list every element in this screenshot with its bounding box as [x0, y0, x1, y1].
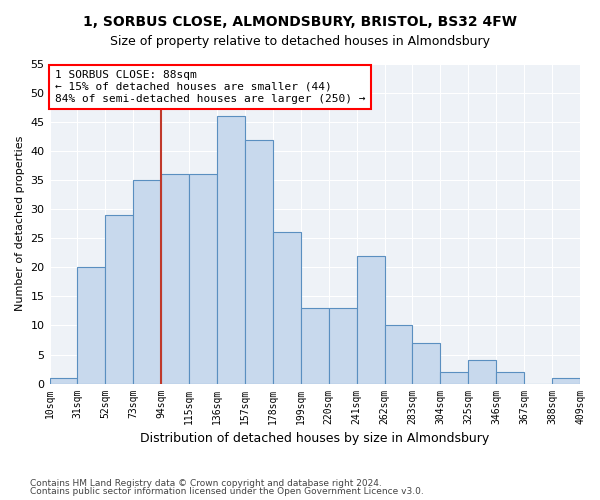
Y-axis label: Number of detached properties: Number of detached properties — [15, 136, 25, 312]
Bar — [440, 372, 469, 384]
Bar — [329, 308, 356, 384]
Bar — [469, 360, 496, 384]
Bar — [189, 174, 217, 384]
Text: Contains HM Land Registry data © Crown copyright and database right 2024.: Contains HM Land Registry data © Crown c… — [30, 478, 382, 488]
Bar — [356, 256, 385, 384]
Bar — [133, 180, 161, 384]
Bar — [552, 378, 580, 384]
X-axis label: Distribution of detached houses by size in Almondsbury: Distribution of detached houses by size … — [140, 432, 490, 445]
Bar — [50, 378, 77, 384]
Text: 1 SORBUS CLOSE: 88sqm
← 15% of detached houses are smaller (44)
84% of semi-deta: 1 SORBUS CLOSE: 88sqm ← 15% of detached … — [55, 70, 365, 104]
Text: 1, SORBUS CLOSE, ALMONDSBURY, BRISTOL, BS32 4FW: 1, SORBUS CLOSE, ALMONDSBURY, BRISTOL, B… — [83, 15, 517, 29]
Text: Size of property relative to detached houses in Almondsbury: Size of property relative to detached ho… — [110, 35, 490, 48]
Bar — [496, 372, 524, 384]
Bar — [412, 343, 440, 384]
Bar — [245, 140, 273, 384]
Bar — [385, 326, 412, 384]
Bar — [301, 308, 329, 384]
Bar — [161, 174, 189, 384]
Bar — [217, 116, 245, 384]
Bar — [106, 215, 133, 384]
Bar — [273, 232, 301, 384]
Text: Contains public sector information licensed under the Open Government Licence v3: Contains public sector information licen… — [30, 487, 424, 496]
Bar — [77, 268, 106, 384]
